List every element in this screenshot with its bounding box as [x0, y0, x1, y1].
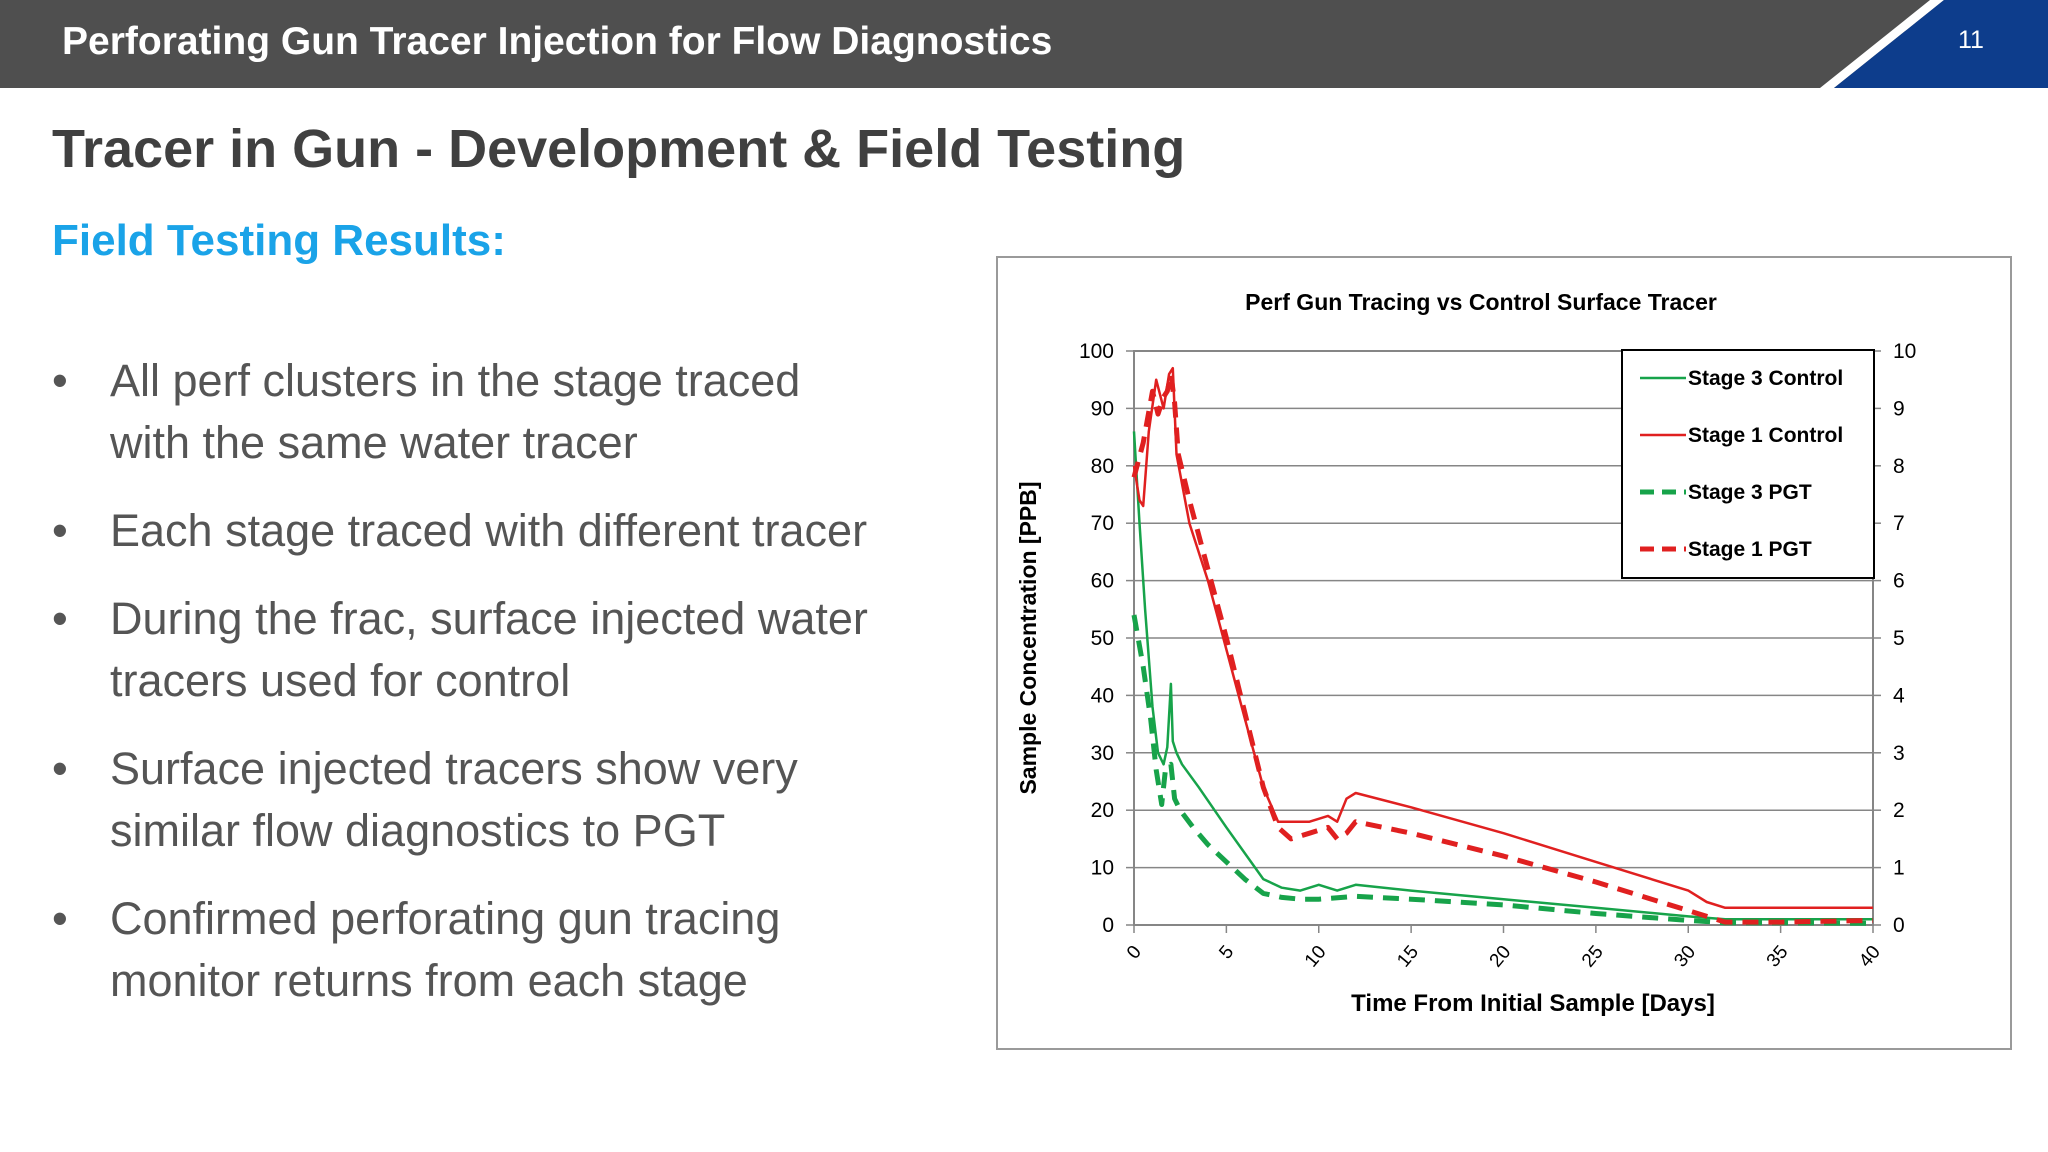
bullet-line: Confirmed perforating gun tracing — [110, 893, 781, 944]
bullet-marker: • — [52, 355, 68, 406]
legend-label: Stage 3 PGT — [1688, 481, 1812, 504]
bullet-marker: • — [52, 593, 68, 644]
x-tick-label: 15 — [1393, 942, 1423, 972]
x-tick-label: 5 — [1215, 942, 1238, 964]
bullet-line: During the frac, surface injected water — [110, 593, 868, 644]
y-tick-label: 30 — [1091, 742, 1114, 765]
x-tick-label: 0 — [1123, 942, 1146, 964]
bullet-line: tracers used for control — [110, 655, 571, 706]
bullet-item: • Surface injected tracers show very simil… — [52, 738, 952, 862]
x-axis-label: Time From Initial Sample [Days] — [1351, 990, 1715, 1017]
title-bar — [0, 0, 2048, 88]
y-tick-label: 40 — [1091, 684, 1114, 707]
chart-container: Perf Gun Tracing vs Control Surface Trac… — [996, 256, 2012, 1050]
section-subheading: Field Testing Results: — [52, 216, 506, 265]
bullet-item: • All perf clusters in the stage traced wi… — [52, 350, 952, 474]
y-tick-label: 0 — [1102, 914, 1114, 937]
deck-title: Perforating Gun Tracer Injection for Flo… — [62, 20, 1053, 63]
bullet-line: Each stage traced with different tracer — [110, 505, 868, 556]
legend-label: Stage 3 Control — [1688, 367, 1843, 390]
chart-legend: Stage 3 Control Stage 1 Control Stage 3 PG… — [1621, 349, 1875, 579]
bullet-line: Surface injected tracers show very — [110, 743, 798, 794]
y-axis-label: Sample Concentration [PPB] — [1015, 481, 1041, 794]
bullet-marker: • — [52, 893, 68, 944]
y2-tick-label: 9 — [1893, 397, 1905, 420]
bullet-marker: • — [52, 743, 68, 794]
series-line-stage-3-control — [1132, 431, 1873, 921]
bullet-item: • During the frac, surface injected water… — [52, 588, 952, 712]
y2-tick-label: 2 — [1893, 799, 1905, 822]
y2-tick-label: 3 — [1893, 742, 1905, 765]
y-tick-label: 60 — [1091, 570, 1114, 593]
bullet-item: • Confirmed perforating gun tracing monito… — [52, 888, 952, 1012]
series-line-stage-1-pgt — [1131, 371, 1874, 925]
corner-blue-block — [1834, 0, 2048, 88]
legend-label: Stage 1 PGT — [1688, 538, 1812, 561]
line-chart: Perf Gun Tracing vs Control Surface Trac… — [1015, 289, 1916, 1017]
series-line-stage-1-control — [1132, 366, 1873, 910]
y2-tick-label: 0 — [1893, 914, 1905, 937]
y-tick-label: 10 — [1091, 857, 1114, 880]
series-lines — [1131, 366, 1874, 926]
x-tick-label: 20 — [1486, 942, 1516, 972]
slide-heading: Tracer in Gun - Development & Field Test… — [52, 119, 1186, 179]
bullet-marker: • — [52, 505, 68, 556]
y-tick-label: 100 — [1079, 340, 1114, 363]
y2-tick-label: 1 — [1893, 857, 1905, 880]
bullet-line: similar flow diagnostics to PGT — [110, 805, 726, 856]
x-tick-label: 35 — [1763, 942, 1793, 972]
y-tick-label: 20 — [1091, 799, 1114, 822]
y2-tick-label: 10 — [1893, 340, 1916, 363]
y-tick-label: 80 — [1091, 455, 1114, 478]
bullet-list: • All perf clusters in the stage traced wi… — [52, 350, 952, 1038]
bullet-item: • Each stage traced with different tracer — [52, 500, 952, 562]
bullet-line: monitor returns from each stage — [110, 955, 748, 1006]
y2-tick-label: 8 — [1893, 455, 1905, 478]
y2-tick-label: 7 — [1893, 512, 1905, 535]
x-tick-label: 40 — [1855, 942, 1885, 972]
y2-tick-label: 6 — [1893, 570, 1905, 593]
x-tick-label: 30 — [1670, 942, 1700, 972]
legend-box — [1621, 349, 1875, 579]
bullet-line: All perf clusters in the stage traced — [110, 355, 801, 406]
y-tick-label: 90 — [1091, 397, 1114, 420]
y-tick-label: 50 — [1091, 627, 1114, 650]
corner-white-stripe — [1820, 0, 1944, 88]
chart-title: Perf Gun Tracing vs Control Surface Trac… — [1245, 289, 1717, 315]
page-number: 11 — [1958, 26, 1984, 54]
x-tick-label: 25 — [1578, 942, 1608, 972]
y2-tick-label: 5 — [1893, 627, 1905, 650]
bullet-line: with the same water tracer — [110, 417, 638, 468]
series-line-stage-3-pgt — [1131, 614, 1874, 926]
corner-accent — [1820, 0, 2048, 88]
legend-label: Stage 1 Control — [1688, 424, 1843, 447]
y-tick-label: 70 — [1091, 512, 1114, 535]
x-tick-label: 10 — [1301, 942, 1331, 972]
y2-tick-label: 4 — [1893, 684, 1905, 707]
